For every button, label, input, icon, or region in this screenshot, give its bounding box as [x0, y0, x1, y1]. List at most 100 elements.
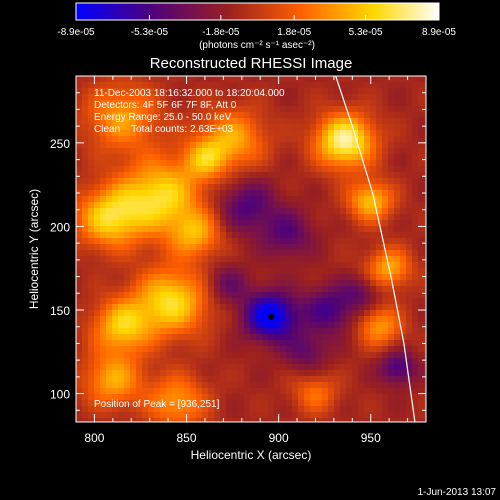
- heatmap-cell: [412, 130, 419, 137]
- heatmap-cell: [358, 274, 365, 281]
- heatmap-cell: [76, 100, 83, 107]
- heatmap-cell: [172, 304, 179, 311]
- heatmap-cell: [280, 100, 287, 107]
- heatmap-cell: [382, 298, 389, 305]
- heatmap-cell: [220, 148, 227, 155]
- heatmap-cell: [106, 406, 113, 413]
- heatmap-cell: [232, 298, 239, 305]
- heatmap-cell: [340, 364, 347, 371]
- heatmap-cell: [304, 196, 311, 203]
- heatmap-cell: [370, 88, 377, 95]
- heatmap-cell: [226, 388, 233, 395]
- heatmap-cell: [112, 244, 119, 251]
- heatmap-cell: [220, 412, 227, 419]
- heatmap-cell: [424, 364, 426, 371]
- heatmap-cell: [94, 262, 101, 269]
- heatmap-cell: [274, 364, 281, 371]
- heatmap-cell: [88, 148, 95, 155]
- heatmap-cell: [238, 142, 245, 149]
- heatmap-cell: [100, 238, 107, 245]
- heatmap-cell: [154, 106, 161, 113]
- heatmap-cell: [214, 136, 221, 143]
- heatmap-cell: [136, 292, 143, 299]
- heatmap-cell: [82, 322, 89, 329]
- heatmap-cell: [292, 118, 299, 125]
- heatmap-cell: [262, 310, 269, 317]
- heatmap-cell: [160, 94, 167, 101]
- heatmap-cell: [328, 340, 335, 347]
- heatmap-cell: [304, 214, 311, 221]
- heatmap-cell: [238, 196, 245, 203]
- heatmap-cell: [370, 406, 377, 413]
- heatmap-cell: [106, 292, 113, 299]
- heatmap-cell: [208, 142, 215, 149]
- heatmap-cell: [244, 106, 251, 113]
- heatmap-cell: [424, 250, 426, 257]
- heatmap-cell: [124, 250, 131, 257]
- heatmap-cell: [250, 232, 257, 239]
- heatmap-cell: [172, 358, 179, 365]
- heatmap-cell: [178, 400, 185, 407]
- heatmap-cell: [364, 346, 371, 353]
- heatmap-cell: [364, 196, 371, 203]
- heatmap-cell: [262, 262, 269, 269]
- heatmap-cell: [382, 238, 389, 245]
- heatmap-cell: [106, 358, 113, 365]
- heatmap-cell: [340, 190, 347, 197]
- heatmap-cell: [322, 376, 329, 383]
- heatmap-cell: [148, 94, 155, 101]
- heatmap-cell: [142, 244, 149, 251]
- heatmap-cell: [382, 154, 389, 161]
- heatmap-cell: [262, 118, 269, 125]
- heatmap-cell: [118, 154, 125, 161]
- heatmap-cell: [286, 268, 293, 275]
- heatmap-cell: [130, 280, 137, 287]
- heatmap-cell: [106, 340, 113, 347]
- heatmap-cell: [328, 106, 335, 113]
- heatmap-cell: [298, 88, 305, 95]
- heatmap-cell: [334, 412, 341, 419]
- heatmap-cell: [250, 118, 257, 125]
- heatmap-cell: [328, 232, 335, 239]
- heatmap-cell: [358, 142, 365, 149]
- heatmap-cell: [220, 394, 227, 401]
- heatmap-cell: [244, 202, 251, 209]
- heatmap-cell: [112, 376, 119, 383]
- heatmap-cell: [136, 376, 143, 383]
- heatmap-cell: [406, 328, 413, 335]
- heatmap-cell: [316, 268, 323, 275]
- heatmap-cell: [316, 160, 323, 167]
- heatmap-cell: [214, 148, 221, 155]
- heatmap-cell: [76, 418, 83, 422]
- heatmap-cell: [292, 382, 299, 389]
- heatmap-cell: [172, 190, 179, 197]
- heatmap-cell: [424, 292, 426, 299]
- heatmap-cell: [178, 370, 185, 377]
- heatmap-cell: [112, 328, 119, 335]
- heatmap-cell: [292, 298, 299, 305]
- heatmap-cell: [148, 130, 155, 137]
- heatmap-cell: [142, 364, 149, 371]
- heatmap-cell: [208, 322, 215, 329]
- heatmap-cell: [388, 328, 395, 335]
- heatmap-cell: [316, 280, 323, 287]
- heatmap-cell: [190, 406, 197, 413]
- heatmap-cell: [304, 76, 311, 83]
- heatmap-cell: [154, 304, 161, 311]
- heatmap-cell: [424, 286, 426, 293]
- heatmap-cell: [388, 154, 395, 161]
- heatmap-cell: [352, 160, 359, 167]
- heatmap-cell: [226, 382, 233, 389]
- colorbar-ticks: -8.9e-05 -5.3e-05 -1.8e-05 1.8e-05 5.3e-05 8.…: [57, 15, 456, 38]
- heatmap-cell: [274, 160, 281, 167]
- heatmap-cell: [298, 292, 305, 299]
- heatmap-cell: [100, 292, 107, 299]
- heatmap-cell: [394, 256, 401, 263]
- heatmap-cell: [178, 268, 185, 275]
- heatmap-cell: [220, 328, 227, 335]
- heatmap-cell: [394, 112, 401, 119]
- heatmap-cell: [334, 316, 341, 323]
- heatmap-cell: [310, 418, 317, 422]
- heatmap-cell: [136, 400, 143, 407]
- heatmap-cell: [400, 250, 407, 257]
